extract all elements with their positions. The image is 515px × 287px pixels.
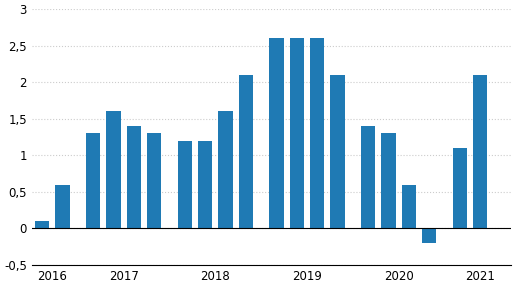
Bar [127, 126, 141, 228]
Bar [453, 148, 467, 228]
Bar [310, 38, 324, 228]
Bar [55, 185, 70, 228]
Bar [86, 133, 100, 228]
Bar [361, 126, 375, 228]
Bar [331, 75, 345, 228]
Bar [402, 185, 416, 228]
Bar [422, 228, 436, 243]
Bar [269, 38, 284, 228]
Bar [106, 111, 121, 228]
Bar [239, 75, 253, 228]
Bar [178, 141, 192, 228]
Bar [147, 133, 161, 228]
Bar [382, 133, 396, 228]
Bar [218, 111, 233, 228]
Bar [198, 141, 212, 228]
Bar [473, 75, 487, 228]
Bar [290, 38, 304, 228]
Bar [35, 221, 49, 228]
